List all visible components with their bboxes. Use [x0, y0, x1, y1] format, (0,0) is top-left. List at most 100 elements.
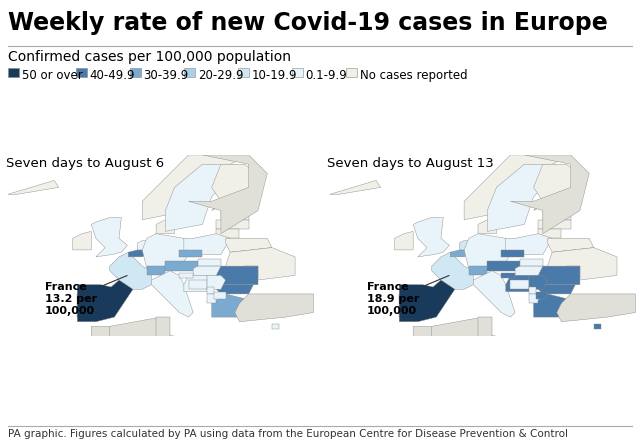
Polygon shape [536, 292, 547, 298]
Polygon shape [184, 234, 230, 254]
Polygon shape [478, 336, 557, 359]
Polygon shape [207, 294, 216, 303]
Polygon shape [225, 238, 272, 252]
Polygon shape [468, 257, 471, 259]
Polygon shape [147, 257, 149, 259]
Polygon shape [152, 271, 193, 317]
Polygon shape [179, 250, 202, 257]
Polygon shape [413, 217, 449, 257]
Polygon shape [543, 248, 617, 284]
Polygon shape [431, 252, 474, 289]
Polygon shape [330, 181, 381, 194]
Polygon shape [460, 241, 474, 250]
Polygon shape [515, 266, 547, 276]
Polygon shape [109, 252, 152, 289]
Polygon shape [184, 276, 207, 292]
Polygon shape [272, 324, 279, 329]
Polygon shape [8, 181, 59, 194]
Polygon shape [468, 266, 487, 276]
Polygon shape [165, 164, 235, 231]
Polygon shape [450, 250, 468, 257]
Polygon shape [399, 294, 408, 317]
Polygon shape [538, 229, 561, 238]
Polygon shape [543, 211, 571, 220]
Polygon shape [216, 220, 249, 229]
Polygon shape [216, 266, 258, 284]
Text: Confirmed cases per 100,000 population: Confirmed cases per 100,000 population [8, 50, 291, 64]
Polygon shape [189, 280, 207, 289]
Polygon shape [506, 276, 529, 292]
Polygon shape [538, 266, 580, 284]
Polygon shape [179, 273, 193, 278]
Polygon shape [92, 217, 127, 257]
Polygon shape [216, 229, 239, 238]
Polygon shape [511, 155, 589, 234]
Text: Weekly rate of new Covid-19 cases in Europe: Weekly rate of new Covid-19 cases in Eur… [8, 11, 607, 35]
Polygon shape [142, 155, 249, 220]
Polygon shape [221, 248, 295, 284]
Polygon shape [478, 317, 492, 349]
Polygon shape [207, 276, 225, 289]
Text: No cases reported: No cases reported [360, 69, 467, 82]
Polygon shape [506, 234, 552, 254]
Polygon shape [478, 220, 497, 234]
Polygon shape [431, 317, 483, 349]
Polygon shape [216, 284, 253, 294]
Text: PA graphic. Figures calculated by PA using data from the European Centre for Dis: PA graphic. Figures calculated by PA usi… [8, 429, 568, 439]
Polygon shape [92, 326, 124, 349]
Polygon shape [511, 280, 529, 289]
Polygon shape [109, 317, 161, 349]
Polygon shape [501, 273, 515, 278]
Polygon shape [142, 234, 189, 268]
Text: Seven days to August 6: Seven days to August 6 [6, 157, 164, 170]
Polygon shape [399, 280, 455, 322]
Polygon shape [193, 266, 225, 276]
Text: France
13.2 per
100,000: France 13.2 per 100,000 [45, 276, 127, 315]
Polygon shape [464, 155, 571, 220]
Polygon shape [165, 262, 198, 271]
Polygon shape [244, 266, 258, 278]
Polygon shape [529, 294, 538, 303]
Polygon shape [501, 250, 524, 257]
Text: 50 or over: 50 or over [22, 69, 83, 82]
Polygon shape [534, 294, 566, 317]
Polygon shape [566, 266, 580, 278]
Text: 40-49.9: 40-49.9 [90, 69, 135, 82]
Text: France
18.9 per
100,000: France 18.9 per 100,000 [367, 276, 449, 315]
Text: Seven days to August 13: Seven days to August 13 [328, 157, 494, 170]
Polygon shape [520, 259, 543, 266]
Polygon shape [156, 336, 235, 359]
Text: 0.1-9.9: 0.1-9.9 [306, 69, 348, 82]
Polygon shape [474, 271, 515, 317]
Text: 10-19.9: 10-19.9 [252, 69, 297, 82]
Polygon shape [547, 238, 594, 252]
Polygon shape [557, 294, 636, 322]
Polygon shape [212, 294, 244, 317]
Polygon shape [413, 326, 445, 349]
Polygon shape [487, 164, 557, 231]
Polygon shape [529, 287, 536, 294]
Text: 30-39.9: 30-39.9 [143, 69, 189, 82]
Polygon shape [73, 231, 92, 250]
Polygon shape [214, 292, 225, 298]
Polygon shape [212, 164, 258, 211]
Text: 20-29.9: 20-29.9 [198, 69, 243, 82]
Polygon shape [464, 234, 511, 268]
Polygon shape [156, 220, 175, 234]
Polygon shape [138, 241, 152, 250]
Polygon shape [77, 280, 133, 322]
Polygon shape [487, 262, 520, 271]
Polygon shape [235, 294, 314, 322]
Polygon shape [594, 324, 601, 329]
Polygon shape [538, 284, 575, 294]
Polygon shape [534, 164, 580, 211]
Polygon shape [529, 276, 547, 289]
Polygon shape [156, 317, 170, 349]
Polygon shape [128, 250, 147, 257]
Polygon shape [198, 259, 221, 266]
Polygon shape [207, 287, 214, 294]
Polygon shape [189, 155, 268, 234]
Polygon shape [77, 294, 86, 317]
Polygon shape [395, 231, 413, 250]
Polygon shape [147, 266, 165, 276]
